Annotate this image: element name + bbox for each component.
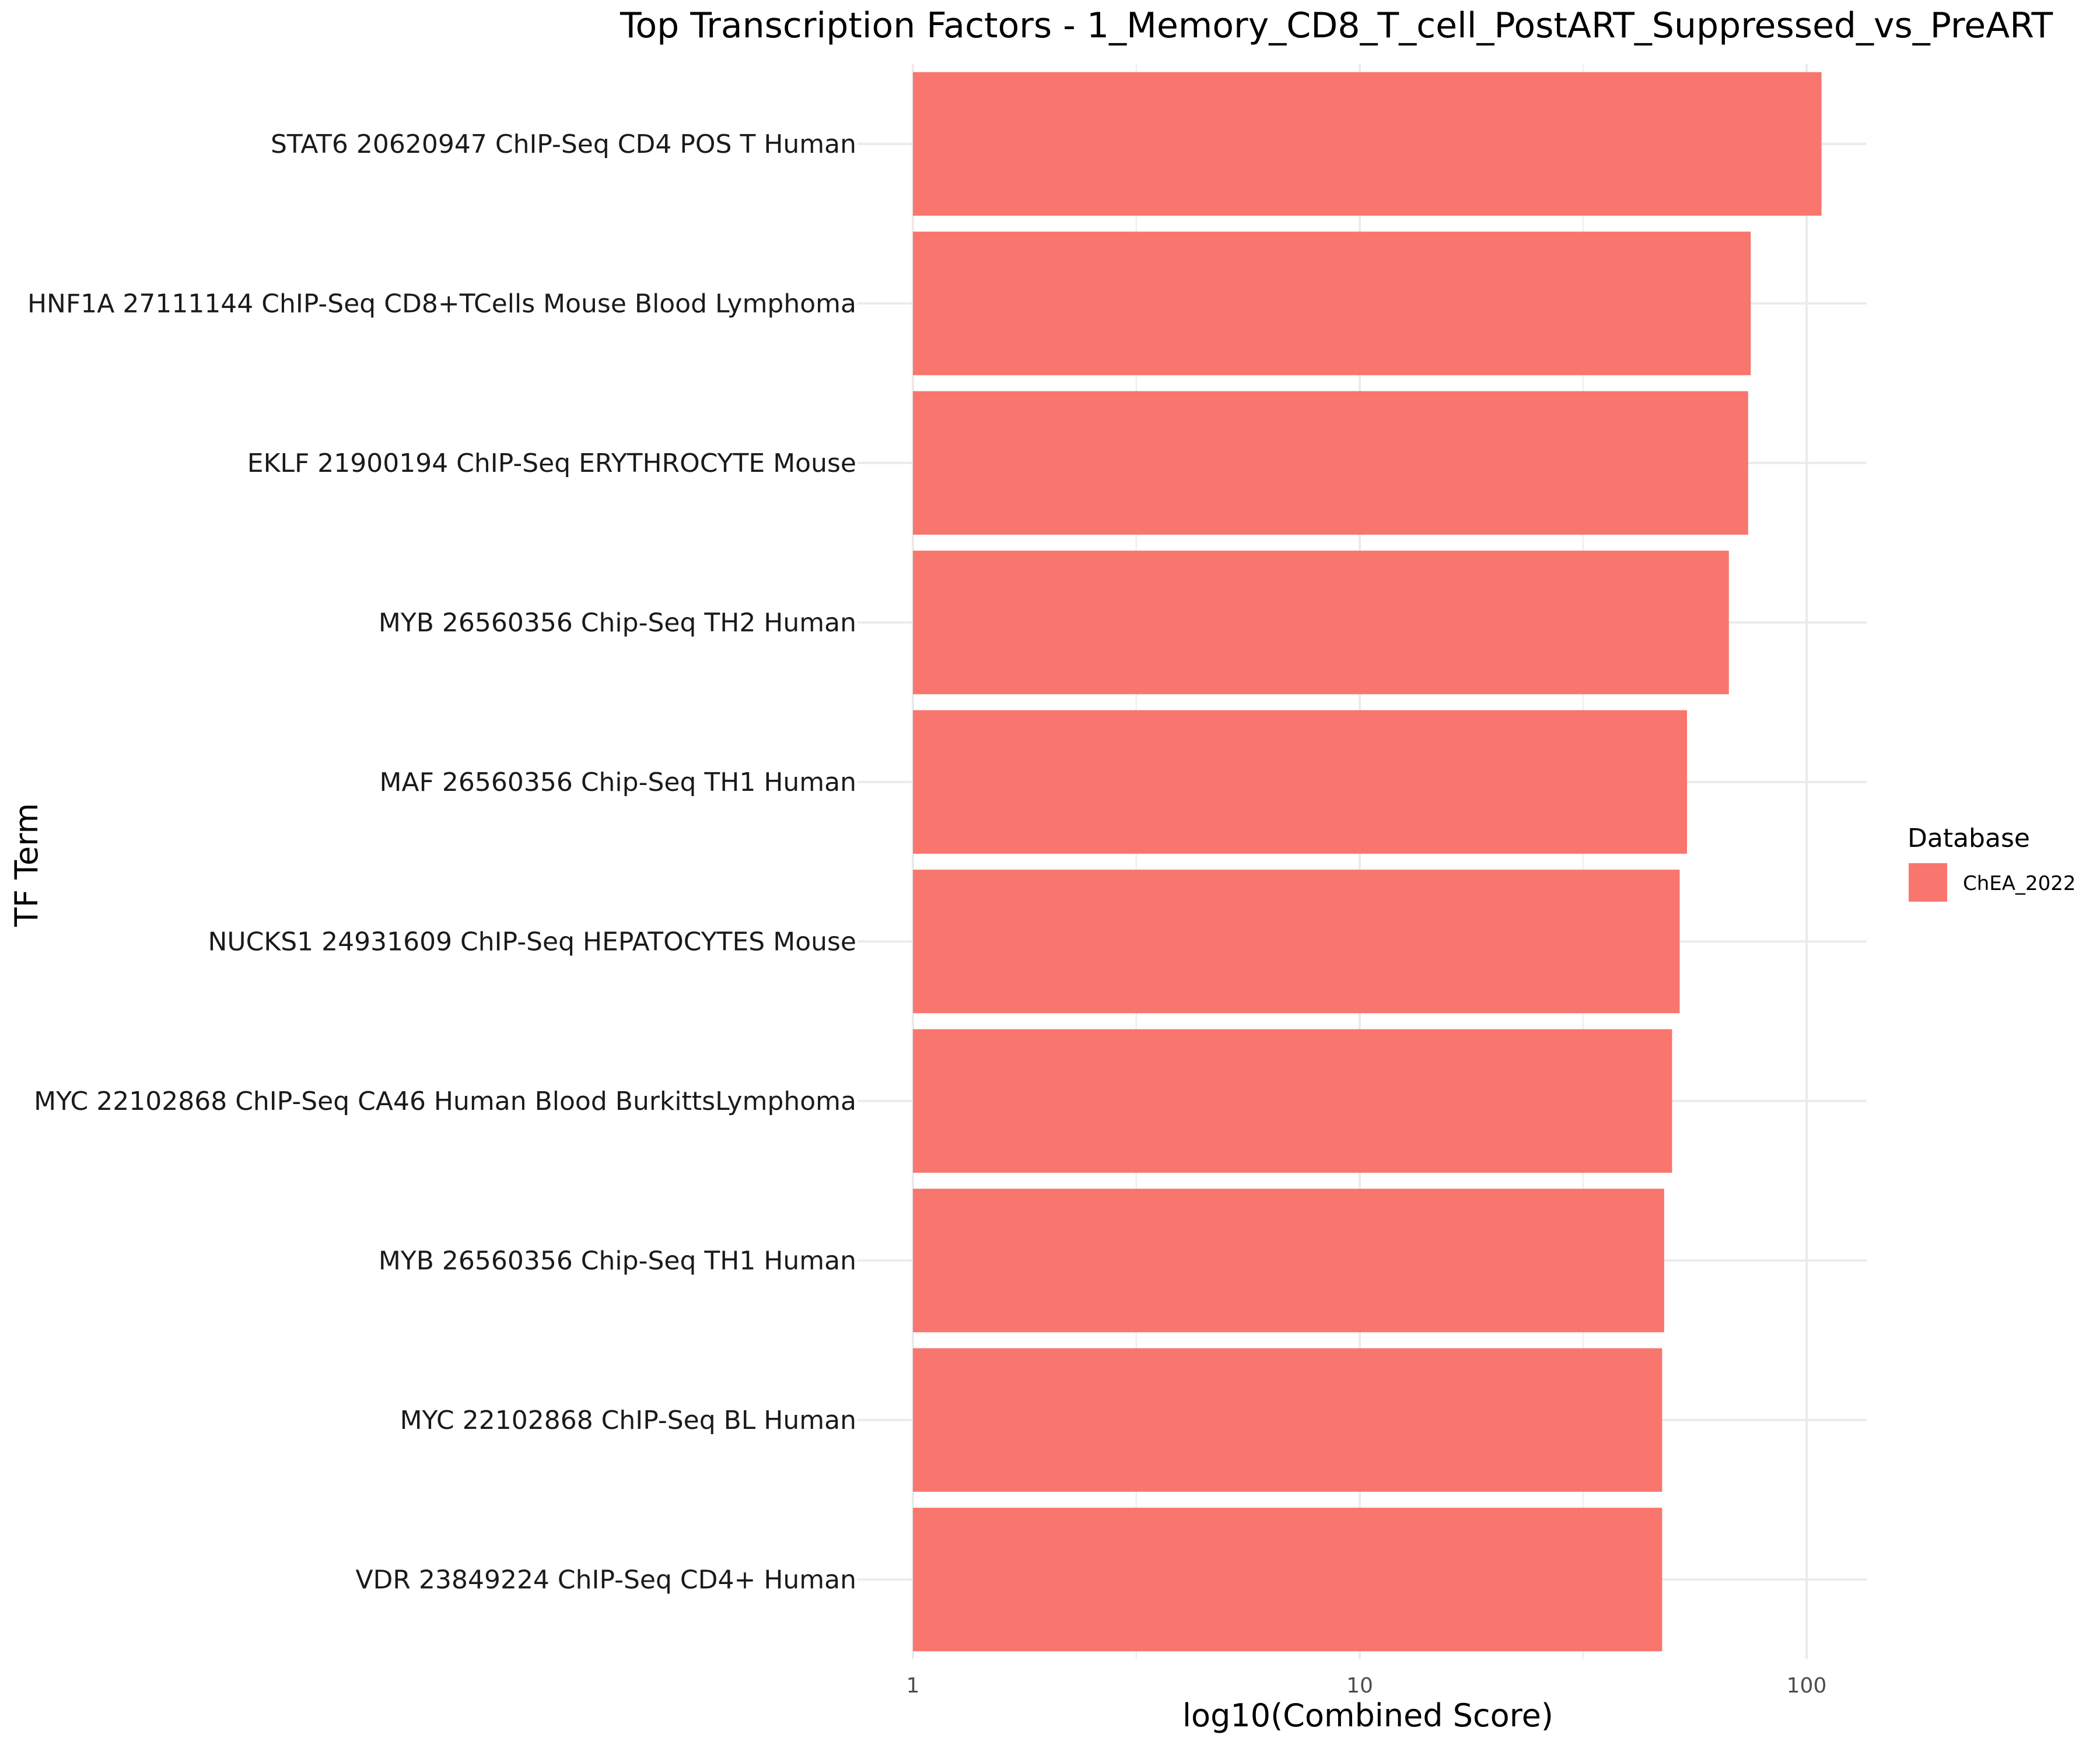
y-tick-label-7: MYB 26560356 Chip-Seq TH1 Human xyxy=(379,1246,856,1276)
bar-9 xyxy=(913,1508,1662,1652)
x-tick-label-1: 10 xyxy=(1346,1674,1373,1698)
legend-swatch-chea-2022 xyxy=(1909,863,1947,902)
legend-title: Database xyxy=(1908,824,2030,853)
y-tick-label-5: NUCKS1 24931609 ChIP-Seq HEPATOCYTES Mou… xyxy=(208,927,856,956)
bar-3 xyxy=(913,551,1729,695)
y-tick-label-2: EKLF 21900194 ChIP-Seq ERYTHROCYTE Mouse xyxy=(247,448,856,478)
x-tick-label-2: 100 xyxy=(1787,1674,1827,1698)
y-tick-label-8: MYC 22102868 ChIP-Seq BL Human xyxy=(400,1406,856,1435)
x-axis-title: log10(Combined Score) xyxy=(1182,1697,1553,1734)
x-tick-label-0: 1 xyxy=(907,1674,920,1698)
y-tick-label-0: STAT6 20620947 ChIP-Seq CD4 POS T Human xyxy=(271,129,856,159)
bar-1 xyxy=(913,232,1751,376)
y-tick-labels: STAT6 20620947 ChIP-Seq CD4 POS T Human H… xyxy=(27,129,856,1595)
y-axis-title: TF Term xyxy=(8,803,45,927)
y-tick-label-4: MAF 26560356 Chip-Seq TH1 Human xyxy=(380,768,856,797)
bar-0 xyxy=(913,72,1822,216)
x-tick-labels: 1 10 100 xyxy=(907,1674,1827,1698)
y-tick-label-1: HNF1A 27111144 ChIP-Seq CD8+TCells Mouse… xyxy=(27,289,856,318)
legend: Database ChEA_2022 xyxy=(1908,824,2076,902)
bar-4 xyxy=(913,710,1688,854)
bar-6 xyxy=(913,1029,1672,1173)
bar-2 xyxy=(913,391,1748,535)
y-tick-label-6: MYC 22102868 ChIP-Seq CA46 Human Blood B… xyxy=(34,1087,856,1116)
y-tick-label-9: VDR 23849224 ChIP-Seq CD4+ Human xyxy=(355,1565,856,1595)
bar-5 xyxy=(913,870,1680,1014)
bar-layer xyxy=(913,72,1822,1652)
bar-7 xyxy=(913,1189,1664,1333)
legend-label-chea-2022: ChEA_2022 xyxy=(1963,872,2076,895)
bar-8 xyxy=(913,1348,1662,1492)
chart-title: Top Transcription Factors - 1_Memory_CD8… xyxy=(620,5,2053,46)
y-tick-label-3: MYB 26560356 Chip-Seq TH2 Human xyxy=(379,608,856,637)
